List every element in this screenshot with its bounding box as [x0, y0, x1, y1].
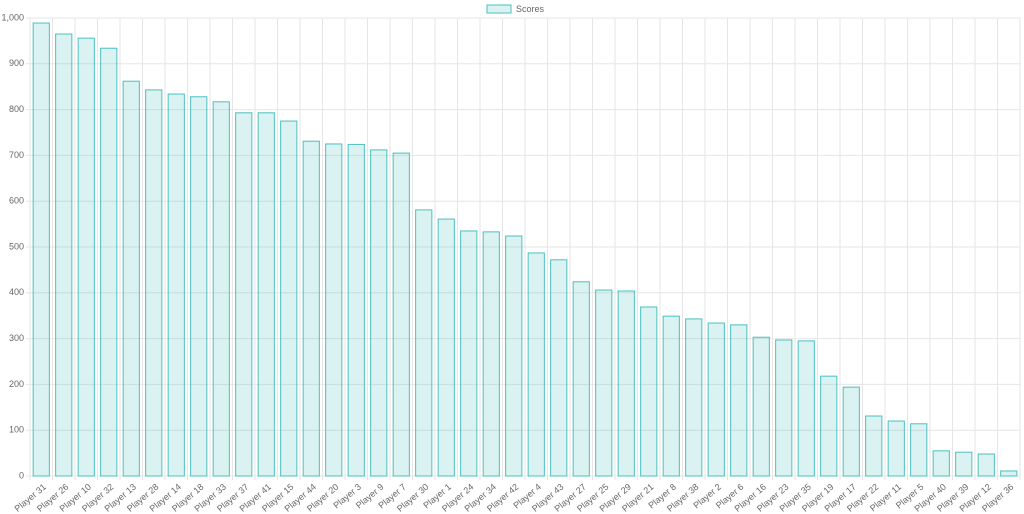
bar: [707, 322, 725, 477]
bar: [370, 149, 388, 477]
bar: [932, 450, 950, 477]
bar: [910, 423, 928, 477]
bar: [100, 47, 118, 477]
bar: [392, 152, 410, 477]
y-tick-label: 300: [9, 333, 24, 343]
y-tick-label: 700: [9, 150, 24, 160]
bar: [775, 339, 793, 477]
bar: [820, 375, 838, 477]
bar: [572, 281, 590, 477]
bar: [505, 235, 523, 477]
bar: [617, 290, 635, 477]
legend-swatch[interactable]: [486, 4, 512, 14]
bar: [145, 89, 163, 477]
bar: [865, 415, 883, 477]
bar: [235, 112, 253, 477]
bar: [527, 252, 545, 477]
y-tick-label: 200: [9, 379, 24, 389]
y-tick-label: 0: [19, 470, 24, 480]
bar: [1000, 470, 1018, 477]
bar: [55, 33, 73, 477]
bar: [640, 306, 658, 477]
bar: [955, 451, 973, 477]
bar: [482, 231, 500, 477]
bar: [887, 420, 905, 477]
bar: [325, 143, 343, 477]
y-tick-label: 1,000: [1, 12, 24, 22]
bar: [167, 93, 185, 477]
bar: [257, 112, 275, 477]
bar: [212, 101, 230, 477]
bar: [797, 340, 815, 477]
bar: [977, 453, 995, 477]
y-tick-label: 900: [9, 58, 24, 68]
bar: [460, 230, 478, 477]
bar: [730, 324, 748, 477]
bar: [32, 22, 50, 477]
y-tick-label: 400: [9, 287, 24, 297]
bar: [280, 120, 298, 477]
bar: [685, 318, 703, 477]
bar: [190, 96, 208, 477]
legend-label[interactable]: Scores: [516, 4, 545, 14]
bar: [662, 315, 680, 477]
bar: [437, 218, 455, 477]
bar: [122, 80, 140, 477]
bar: [302, 140, 320, 477]
y-tick-label: 500: [9, 241, 24, 251]
bar: [415, 209, 433, 477]
y-tick-label: 800: [9, 104, 24, 114]
bar: [752, 336, 770, 477]
bar: [595, 289, 613, 477]
y-tick-label: 600: [9, 196, 24, 206]
bar: [77, 37, 95, 477]
bar: [347, 143, 365, 477]
bar: [842, 386, 860, 477]
bar: [550, 259, 568, 477]
y-tick-label: 100: [9, 425, 24, 435]
